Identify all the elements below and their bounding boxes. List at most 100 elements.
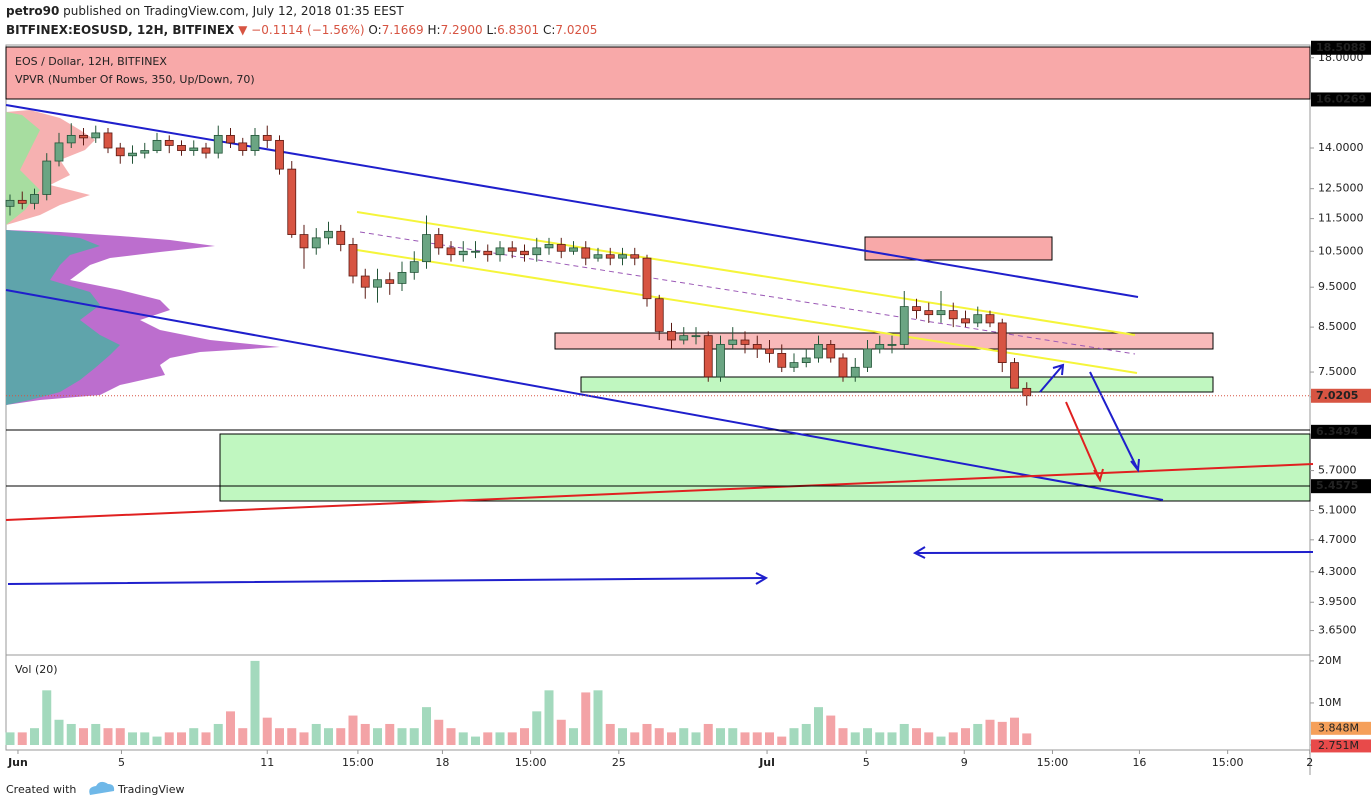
y-tick-label: 11.5000 xyxy=(1318,212,1364,225)
symbol: BITFINEX:EOSUSD, 12H, BITFINEX xyxy=(6,23,235,37)
candle-body xyxy=(30,194,39,204)
volume-bar xyxy=(789,728,799,745)
candle-body xyxy=(556,244,566,252)
candle-body xyxy=(79,134,88,139)
volume-bar xyxy=(213,723,223,745)
drawings xyxy=(5,104,1314,585)
candle-body xyxy=(164,139,174,146)
footer-brand: TradingView xyxy=(117,783,184,796)
candle-body xyxy=(789,362,799,368)
volume-last-box xyxy=(1311,739,1371,753)
channel-line xyxy=(356,211,1136,336)
x-tick-label: 11 xyxy=(260,756,274,769)
candle-body xyxy=(948,310,958,320)
price-label: 5.4575 xyxy=(1316,479,1358,492)
candle-body xyxy=(581,247,591,259)
y-tick-label: 12.5000 xyxy=(1318,182,1364,195)
volume-bar xyxy=(703,723,713,745)
candle-body xyxy=(875,344,885,350)
arrow xyxy=(7,572,769,585)
volume-bar xyxy=(581,692,591,745)
volume-bar xyxy=(201,732,211,745)
resistance-zone xyxy=(5,46,1311,100)
candle-body xyxy=(507,247,517,252)
candle-body xyxy=(826,344,836,359)
volume-bar xyxy=(422,707,431,745)
volume-tick-label: 20M xyxy=(1318,654,1342,667)
ohlc-value: 7.2900 xyxy=(441,23,483,37)
y-tick-label: 9.5000 xyxy=(1318,280,1357,293)
volume-bar xyxy=(691,732,701,745)
volume-bar xyxy=(887,732,897,745)
ohlc-key: H: xyxy=(428,23,441,37)
x-tick-label: 5 xyxy=(863,756,870,769)
published: published on TradingView.com, July 12, 2… xyxy=(63,4,404,18)
volume-bar xyxy=(226,711,235,745)
candle-body xyxy=(434,234,444,249)
candle-body xyxy=(177,145,186,151)
x-tick-label: 9 xyxy=(961,756,968,769)
candle-body xyxy=(238,142,248,151)
candle-body xyxy=(336,230,346,245)
x-tick-label: Jun xyxy=(7,756,28,769)
plot: 18.000014.000012.500011.500010.50009.500… xyxy=(5,40,1371,769)
volume-bar xyxy=(544,690,554,745)
ohlc-value: 6.8301 xyxy=(497,23,539,37)
candle-body xyxy=(287,168,297,235)
candle-body xyxy=(483,250,493,256)
candle-body xyxy=(544,244,554,249)
x-tick-label: 16 xyxy=(1132,756,1146,769)
volume-bar xyxy=(434,719,444,745)
volume-ma-label: 3.848M xyxy=(1318,721,1359,734)
candle-body xyxy=(912,306,921,312)
volume-bar xyxy=(385,723,395,745)
volume-bar xyxy=(348,715,358,745)
volume-bar xyxy=(262,717,272,745)
candle-body xyxy=(495,247,505,256)
volume-bar xyxy=(483,732,493,745)
volume-bar xyxy=(299,732,309,745)
volume-bar xyxy=(17,732,27,745)
candle-body xyxy=(250,134,260,151)
volume-bar xyxy=(630,732,640,745)
volume-bar xyxy=(164,732,174,745)
x-tick-label: 18 xyxy=(435,756,449,769)
candle-body xyxy=(226,134,235,144)
footer-created: Created with xyxy=(6,783,76,796)
arrow xyxy=(1039,363,1065,393)
volume-last-label: 2.751M xyxy=(1318,739,1359,752)
volume-bar xyxy=(115,728,125,745)
candle-body xyxy=(1022,387,1032,397)
volume-bar xyxy=(654,728,664,745)
candle-body xyxy=(642,257,652,300)
ohlc-key: O: xyxy=(368,23,381,37)
candle-body xyxy=(728,339,738,345)
candle-body xyxy=(997,322,1007,364)
volume-ma-box xyxy=(1311,721,1371,735)
volume-title: Vol (20) xyxy=(15,663,58,676)
volume-bar xyxy=(716,728,725,745)
volume-bar xyxy=(311,723,321,745)
volume-bar xyxy=(360,723,370,745)
candle-body xyxy=(128,152,137,157)
x-tick-label: 15:00 xyxy=(515,756,547,769)
volume-bar xyxy=(250,660,260,745)
volume-bar xyxy=(397,728,407,745)
volume-bar xyxy=(42,690,52,745)
volume-bar xyxy=(458,732,468,745)
volume-bar xyxy=(814,707,823,745)
volume-bar xyxy=(91,723,101,745)
symbol-line: BITFINEX:EOSUSD, 12H, BITFINEX ▼ −0.1114… xyxy=(6,23,597,37)
candle-body xyxy=(814,344,823,359)
y-tick-label: 8.5000 xyxy=(1318,320,1357,333)
candle-body xyxy=(422,234,431,263)
volume-bar xyxy=(752,732,762,745)
volume-bar xyxy=(593,690,603,745)
volume-bar xyxy=(997,721,1007,745)
volume-bar xyxy=(863,728,872,745)
volume-bar xyxy=(961,728,970,745)
candle-body xyxy=(520,250,529,256)
zone xyxy=(580,376,1214,393)
candle-body xyxy=(397,271,407,284)
volume-bar xyxy=(556,719,566,745)
